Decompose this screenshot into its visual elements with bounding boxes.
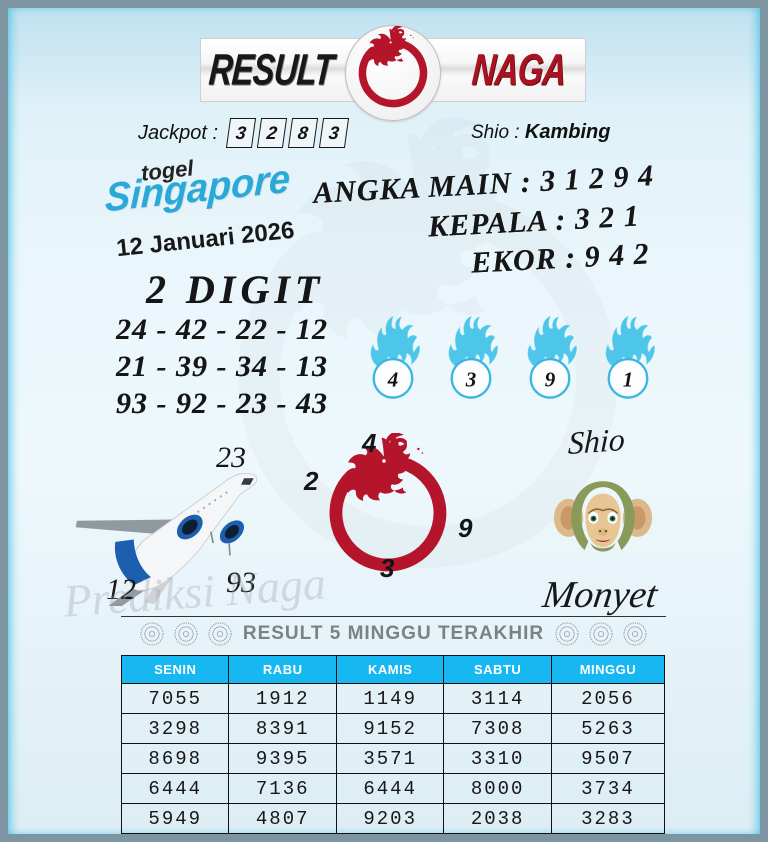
svg-text:4: 4 [387, 368, 399, 392]
svg-text:9: 9 [544, 368, 555, 392]
svg-text:1: 1 [623, 368, 634, 392]
svg-text:3: 3 [465, 368, 477, 392]
